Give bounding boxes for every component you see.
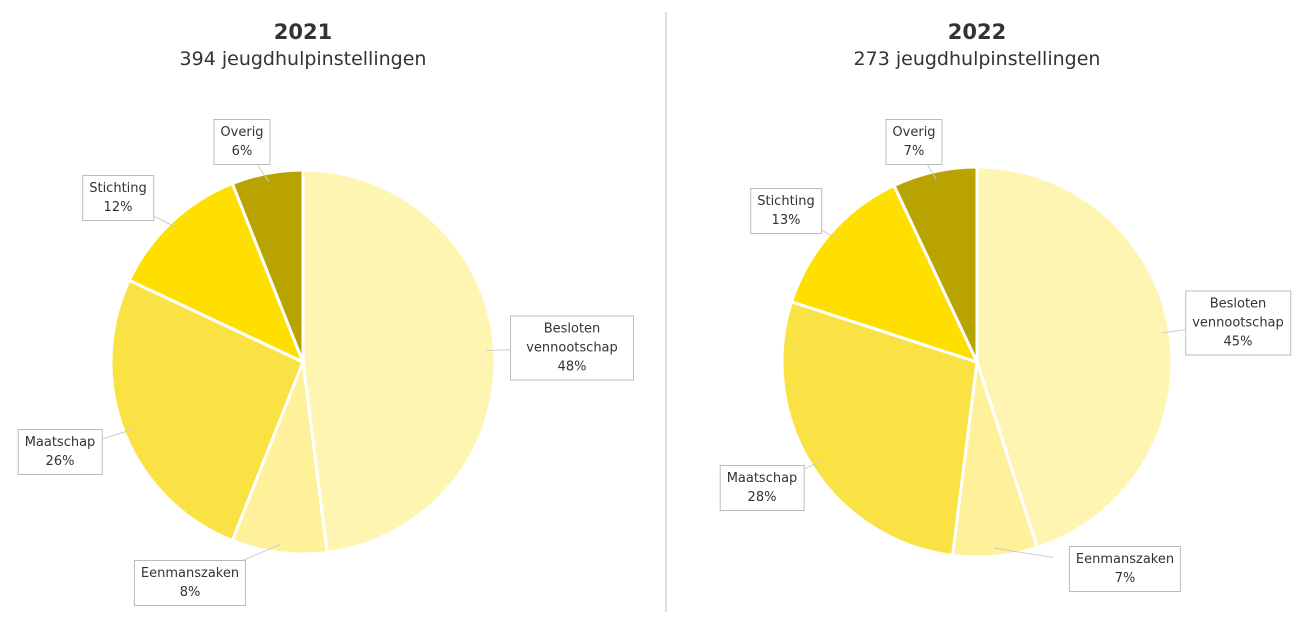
slice-value: 12% — [103, 200, 133, 215]
slice-value: 45% — [1223, 334, 1253, 350]
leader-line — [239, 544, 281, 563]
slice-label: Stichting 12% — [82, 175, 154, 221]
slice-label: Besloten vennootschap 48% — [510, 315, 634, 381]
slice-value: 13% — [771, 213, 801, 228]
slice-value: 26% — [45, 454, 75, 469]
leader-line — [150, 213, 178, 229]
pie-slice — [891, 165, 979, 363]
slice-name: Maatschap — [726, 471, 798, 486]
slice-name: Eenmanszaken — [1075, 552, 1175, 567]
leader-line — [994, 547, 1054, 559]
slice-label: Eenmanszaken 8% — [133, 560, 247, 606]
slice-label: Maatschap 28% — [719, 465, 805, 511]
chart-title: 2022 — [947, 20, 1007, 44]
chart-subtitle: 273 jeugdhulpinstellingen — [853, 48, 1101, 70]
slice-value: 8% — [179, 585, 201, 600]
slice-value: 7% — [1114, 571, 1136, 586]
slice-label: Maatschap 26% — [17, 429, 103, 475]
leader-line — [925, 162, 937, 180]
slice-value: 7% — [903, 144, 925, 159]
chart-subtitle: 394 jeugdhulpinstellingen — [179, 48, 427, 70]
pie-slice — [780, 299, 979, 558]
pie-slice — [789, 183, 980, 365]
slice-value: 28% — [747, 490, 777, 505]
slice-label: Stichting 13% — [750, 188, 822, 234]
slice-label: Besloten vennootschap 45% — [1185, 290, 1291, 356]
pie-slice — [230, 361, 329, 556]
slice-name: Overig — [892, 125, 936, 140]
slice-name: Eenmanszaken — [140, 566, 240, 581]
pie-slice — [301, 168, 497, 555]
slice-value: 48% — [557, 359, 587, 375]
slice-name: Besloten vennootschap — [1192, 296, 1284, 331]
slice-name: Besloten vennootschap — [526, 321, 618, 356]
slice-value: 6% — [231, 144, 253, 159]
pie-slice — [230, 168, 305, 363]
slice-name: Stichting — [89, 181, 147, 196]
chart-title: 2021 — [273, 20, 333, 44]
slice-label: Overig 7% — [885, 119, 943, 165]
leader-line — [256, 163, 269, 182]
slice-name: Maatschap — [24, 435, 96, 450]
slice-label: Eenmanszaken 7% — [1068, 546, 1182, 592]
leader-line — [99, 429, 133, 441]
pie-slice — [109, 278, 305, 543]
pie-slice — [127, 181, 306, 365]
slice-name: Stichting — [757, 194, 815, 209]
slice-label: Overig 6% — [213, 119, 271, 165]
slice-name: Overig — [220, 125, 264, 140]
